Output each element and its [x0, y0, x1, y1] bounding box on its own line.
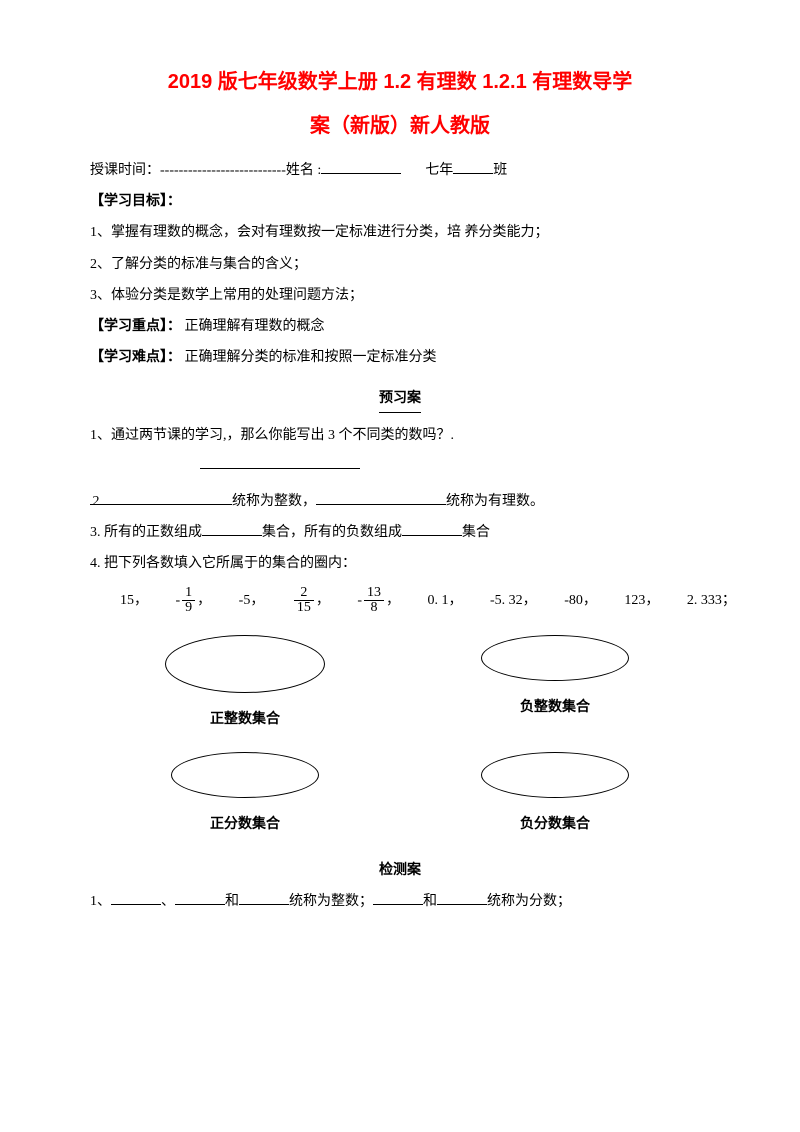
- set-positive-frac: 正分数集合: [106, 752, 385, 837]
- q2-suf: 统称为有理数。: [446, 489, 544, 514]
- set-negative-int: 负整数集合: [416, 635, 695, 732]
- goal-2: 2、了解分类的标准与集合的含义；: [90, 252, 710, 277]
- set-label-1: 正整数集合: [210, 707, 280, 732]
- q3-blank-1: [202, 520, 262, 536]
- frac-num: 1: [182, 586, 195, 601]
- num-5-sign: -: [357, 593, 362, 608]
- frac-num: 2: [294, 586, 314, 601]
- class-blank: [453, 158, 493, 174]
- comma: ，: [197, 593, 211, 608]
- difficulty-row: 【学习难点】： 正确理解分类的标准和按照一定标准分类: [90, 345, 710, 370]
- preview-heading: 预习案: [379, 386, 421, 412]
- q2-mid: 统称为整数，: [232, 489, 316, 514]
- q2-prefix: 2: [90, 489, 102, 505]
- q3-a: 3. 所有的正数组成: [90, 520, 202, 545]
- t1-blank-3: [239, 889, 289, 905]
- q3-blank-2: [402, 520, 462, 536]
- num-3: -5，: [239, 593, 265, 608]
- goal-3: 3、体验分类是数学上常用的处理问题方法；: [90, 283, 710, 308]
- num-1: 15，: [120, 593, 148, 608]
- lecture-time-row: 授课时间： --------------------------- 姓名 : 七…: [90, 158, 710, 183]
- num-5: -138，: [357, 593, 403, 608]
- name-blank: [321, 158, 401, 174]
- ellipse-neg-frac: [481, 752, 629, 798]
- num-2: -19，: [176, 593, 215, 608]
- ellipse-pos-frac: [171, 752, 319, 798]
- q2-blank-2: [316, 489, 446, 505]
- q4: 4. 把下列各数填入它所属于的集合的圈内：: [90, 551, 710, 576]
- focus-text: 正确理解有理数的概念: [185, 319, 325, 334]
- num-8: -80，: [564, 593, 597, 608]
- num-10: 2. 333；: [687, 593, 736, 608]
- frac-num: 13: [364, 586, 384, 601]
- t1-c: 和: [225, 889, 239, 914]
- frac-den: 8: [364, 601, 384, 615]
- num-9: 123，: [624, 593, 659, 608]
- focus-label: 【学习重点】：: [90, 319, 181, 334]
- test-q1: 1、 、 和 统称为整数； 和 统称为分数；: [90, 889, 710, 914]
- t1-a: 1、: [90, 889, 111, 914]
- set-positive-int: 正整数集合: [106, 635, 385, 732]
- sets-grid: 正整数集合 负整数集合 正分数集合 负分数集合: [90, 635, 710, 837]
- num-2-sign: -: [176, 593, 181, 608]
- ellipse-pos-int: [165, 635, 325, 693]
- t1-d: 统称为整数；: [289, 889, 373, 914]
- frac-13-8: 138: [364, 586, 384, 615]
- num-6: 0. 1，: [428, 593, 463, 608]
- sets-row-2: 正分数集合 负分数集合: [90, 752, 710, 837]
- class-suffix: 班: [493, 158, 507, 183]
- q3-row: 3. 所有的正数组成 集合，所有的负数组成 集合: [90, 520, 710, 545]
- t1-b: 、: [161, 889, 175, 914]
- t1-f: 统称为分数；: [487, 889, 571, 914]
- q2-blank-1: [102, 489, 232, 505]
- comma: ，: [316, 593, 330, 608]
- name-label: 姓名 :: [286, 158, 321, 183]
- dashes: ---------------------------: [160, 158, 286, 183]
- test-heading: 检测案: [379, 863, 421, 878]
- numbers-row: 15， -19， -5， 215， -138， 0. 1， -5. 32， -8…: [120, 586, 710, 615]
- q2-row: 2 统称为整数， 统称为有理数。: [90, 489, 710, 514]
- t1-blank-5: [437, 889, 487, 905]
- comma: ，: [386, 593, 400, 608]
- t1-e: 和: [423, 889, 437, 914]
- difficulty-text: 正确理解分类的标准和按照一定标准分类: [185, 350, 437, 365]
- frac-den: 9: [182, 601, 195, 615]
- frac-1-9: 19: [182, 586, 195, 615]
- goal-1: 1、掌握有理数的概念，会对有理数按一定标准进行分类，培 养分类能力；: [90, 220, 710, 245]
- study-goal-label: 【学习目标】：: [90, 189, 710, 214]
- ellipse-neg-int: [481, 635, 629, 681]
- num-4: 215，: [292, 593, 334, 608]
- title-line-2: 案（新版）新人教版: [90, 104, 710, 148]
- t1-blank-2: [175, 889, 225, 905]
- focus-row: 【学习重点】： 正确理解有理数的概念: [90, 314, 710, 339]
- q3-b: 集合，所有的负数组成: [262, 520, 402, 545]
- frac-2-15: 215: [294, 586, 314, 615]
- frac-den: 15: [294, 601, 314, 615]
- title-line-1: 2019 版七年级数学上册 1.2 有理数 1.2.1 有理数导学: [90, 60, 710, 104]
- lecture-time-label: 授课时间：: [90, 158, 160, 183]
- t1-blank-1: [111, 889, 161, 905]
- t1-blank-4: [373, 889, 423, 905]
- difficulty-label: 【学习难点】：: [90, 350, 181, 365]
- set-label-2: 负整数集合: [520, 695, 590, 720]
- sets-row-1: 正整数集合 负整数集合: [90, 635, 710, 732]
- answer-underline: [200, 468, 360, 469]
- q1: 1、通过两节课的学习,，那么你能写出 3 个不同类的数吗？.: [90, 423, 710, 448]
- set-negative-frac: 负分数集合: [416, 752, 695, 837]
- set-label-4: 负分数集合: [520, 812, 590, 837]
- set-label-3: 正分数集合: [210, 812, 280, 837]
- grade-prefix: 七年: [425, 158, 453, 183]
- num-7: -5. 32，: [490, 593, 537, 608]
- q3-c: 集合: [462, 520, 490, 545]
